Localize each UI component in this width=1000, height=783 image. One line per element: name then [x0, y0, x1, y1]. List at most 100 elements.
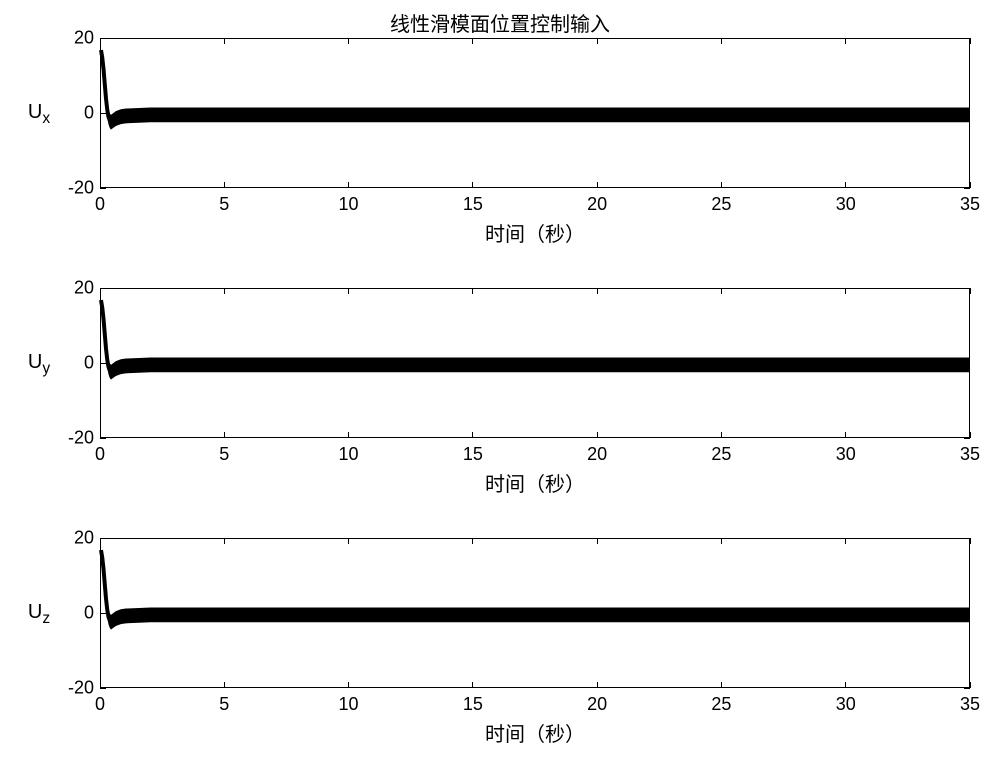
xtick-mark [970, 682, 971, 688]
xtick-label: 0 [80, 194, 120, 215]
xtick-mark [845, 538, 846, 544]
xtick-label: 5 [204, 194, 244, 215]
ylabel: Ux [20, 101, 58, 128]
ylabel-sub: z [42, 610, 50, 627]
plot-area [100, 538, 970, 688]
xtick-label: 10 [329, 444, 369, 465]
xtick-label: 0 [80, 444, 120, 465]
xtick-mark [472, 38, 473, 44]
ylabel: Uy [20, 351, 58, 378]
ytick-mark [100, 188, 106, 189]
xtick-label: 0 [80, 694, 120, 715]
ytick-label: 20 [54, 278, 94, 299]
xtick-mark [597, 288, 598, 294]
xtick-mark [472, 682, 473, 688]
xtick-mark [845, 288, 846, 294]
xtick-mark [472, 182, 473, 188]
ylabel: Uz [20, 601, 58, 628]
xtick-label: 35 [950, 694, 990, 715]
xtick-mark [224, 288, 225, 294]
ylabel-main: U [28, 351, 42, 373]
ylabel-main: U [28, 601, 42, 623]
xtick-mark [721, 538, 722, 544]
xtick-mark [224, 432, 225, 438]
xtick-mark [100, 432, 101, 438]
xtick-label: 30 [826, 694, 866, 715]
xtick-label: 35 [950, 444, 990, 465]
ytick-label: 20 [54, 528, 94, 549]
xtick-mark [970, 538, 971, 544]
xtick-mark [472, 288, 473, 294]
xtick-label: 30 [826, 194, 866, 215]
xtick-mark [721, 288, 722, 294]
xtick-mark [721, 682, 722, 688]
xtick-mark [721, 182, 722, 188]
ytick-mark [964, 613, 970, 614]
xtick-mark [721, 432, 722, 438]
xtick-mark [845, 38, 846, 44]
ytick-mark [100, 438, 106, 439]
xtick-mark [597, 38, 598, 44]
ytick-label: 0 [54, 603, 94, 624]
xtick-label: 30 [826, 444, 866, 465]
xtick-mark [224, 682, 225, 688]
xlabel: 时间（秒） [100, 218, 970, 247]
subplot-uy: -2002005101520253035Uy时间（秒） [20, 288, 980, 438]
subplot-ux: -2002005101520253035Ux时间（秒） [20, 38, 980, 188]
xtick-label: 5 [204, 694, 244, 715]
xtick-mark [224, 38, 225, 44]
ytick-mark [100, 288, 106, 289]
xtick-label: 10 [329, 194, 369, 215]
xtick-mark [100, 538, 101, 544]
chatter-band [101, 300, 969, 380]
data-line [101, 39, 969, 187]
xtick-mark [597, 538, 598, 544]
figure: 线性滑模面位置控制输入 -2002005101520253035Ux时间（秒） … [20, 0, 980, 783]
xtick-mark [348, 538, 349, 544]
xtick-mark [472, 432, 473, 438]
ytick-label: 0 [54, 353, 94, 374]
xtick-label: 35 [950, 194, 990, 215]
xtick-mark [348, 288, 349, 294]
xtick-mark [100, 288, 101, 294]
xtick-mark [597, 682, 598, 688]
xtick-label: 15 [453, 194, 493, 215]
xtick-label: 10 [329, 694, 369, 715]
ylabel-sub: x [42, 110, 50, 127]
xtick-mark [472, 538, 473, 544]
xtick-mark [224, 538, 225, 544]
ytick-label: 20 [54, 28, 94, 49]
xtick-mark [348, 432, 349, 438]
figure-title: 线性滑模面位置控制输入 [20, 8, 980, 37]
xtick-mark [597, 182, 598, 188]
data-line [101, 289, 969, 437]
xtick-mark [348, 682, 349, 688]
ytick-mark [100, 688, 106, 689]
xtick-mark [970, 38, 971, 44]
ytick-mark [100, 113, 106, 114]
xtick-mark [845, 682, 846, 688]
xtick-label: 20 [577, 444, 617, 465]
xtick-mark [100, 38, 101, 44]
ytick-mark [100, 38, 106, 39]
xtick-mark [970, 432, 971, 438]
xtick-mark [845, 182, 846, 188]
xtick-label: 20 [577, 694, 617, 715]
xtick-mark [224, 182, 225, 188]
xtick-mark [970, 182, 971, 188]
chatter-band [101, 550, 969, 630]
plot-area [100, 288, 970, 438]
ytick-label: 0 [54, 103, 94, 124]
xtick-mark [100, 682, 101, 688]
xtick-mark [597, 432, 598, 438]
xtick-label: 5 [204, 444, 244, 465]
xtick-mark [970, 288, 971, 294]
data-line [101, 539, 969, 687]
xtick-label: 25 [701, 694, 741, 715]
xtick-label: 20 [577, 194, 617, 215]
xtick-mark [348, 182, 349, 188]
xtick-label: 25 [701, 444, 741, 465]
xtick-mark [348, 38, 349, 44]
plot-area [100, 38, 970, 188]
ytick-mark [100, 538, 106, 539]
